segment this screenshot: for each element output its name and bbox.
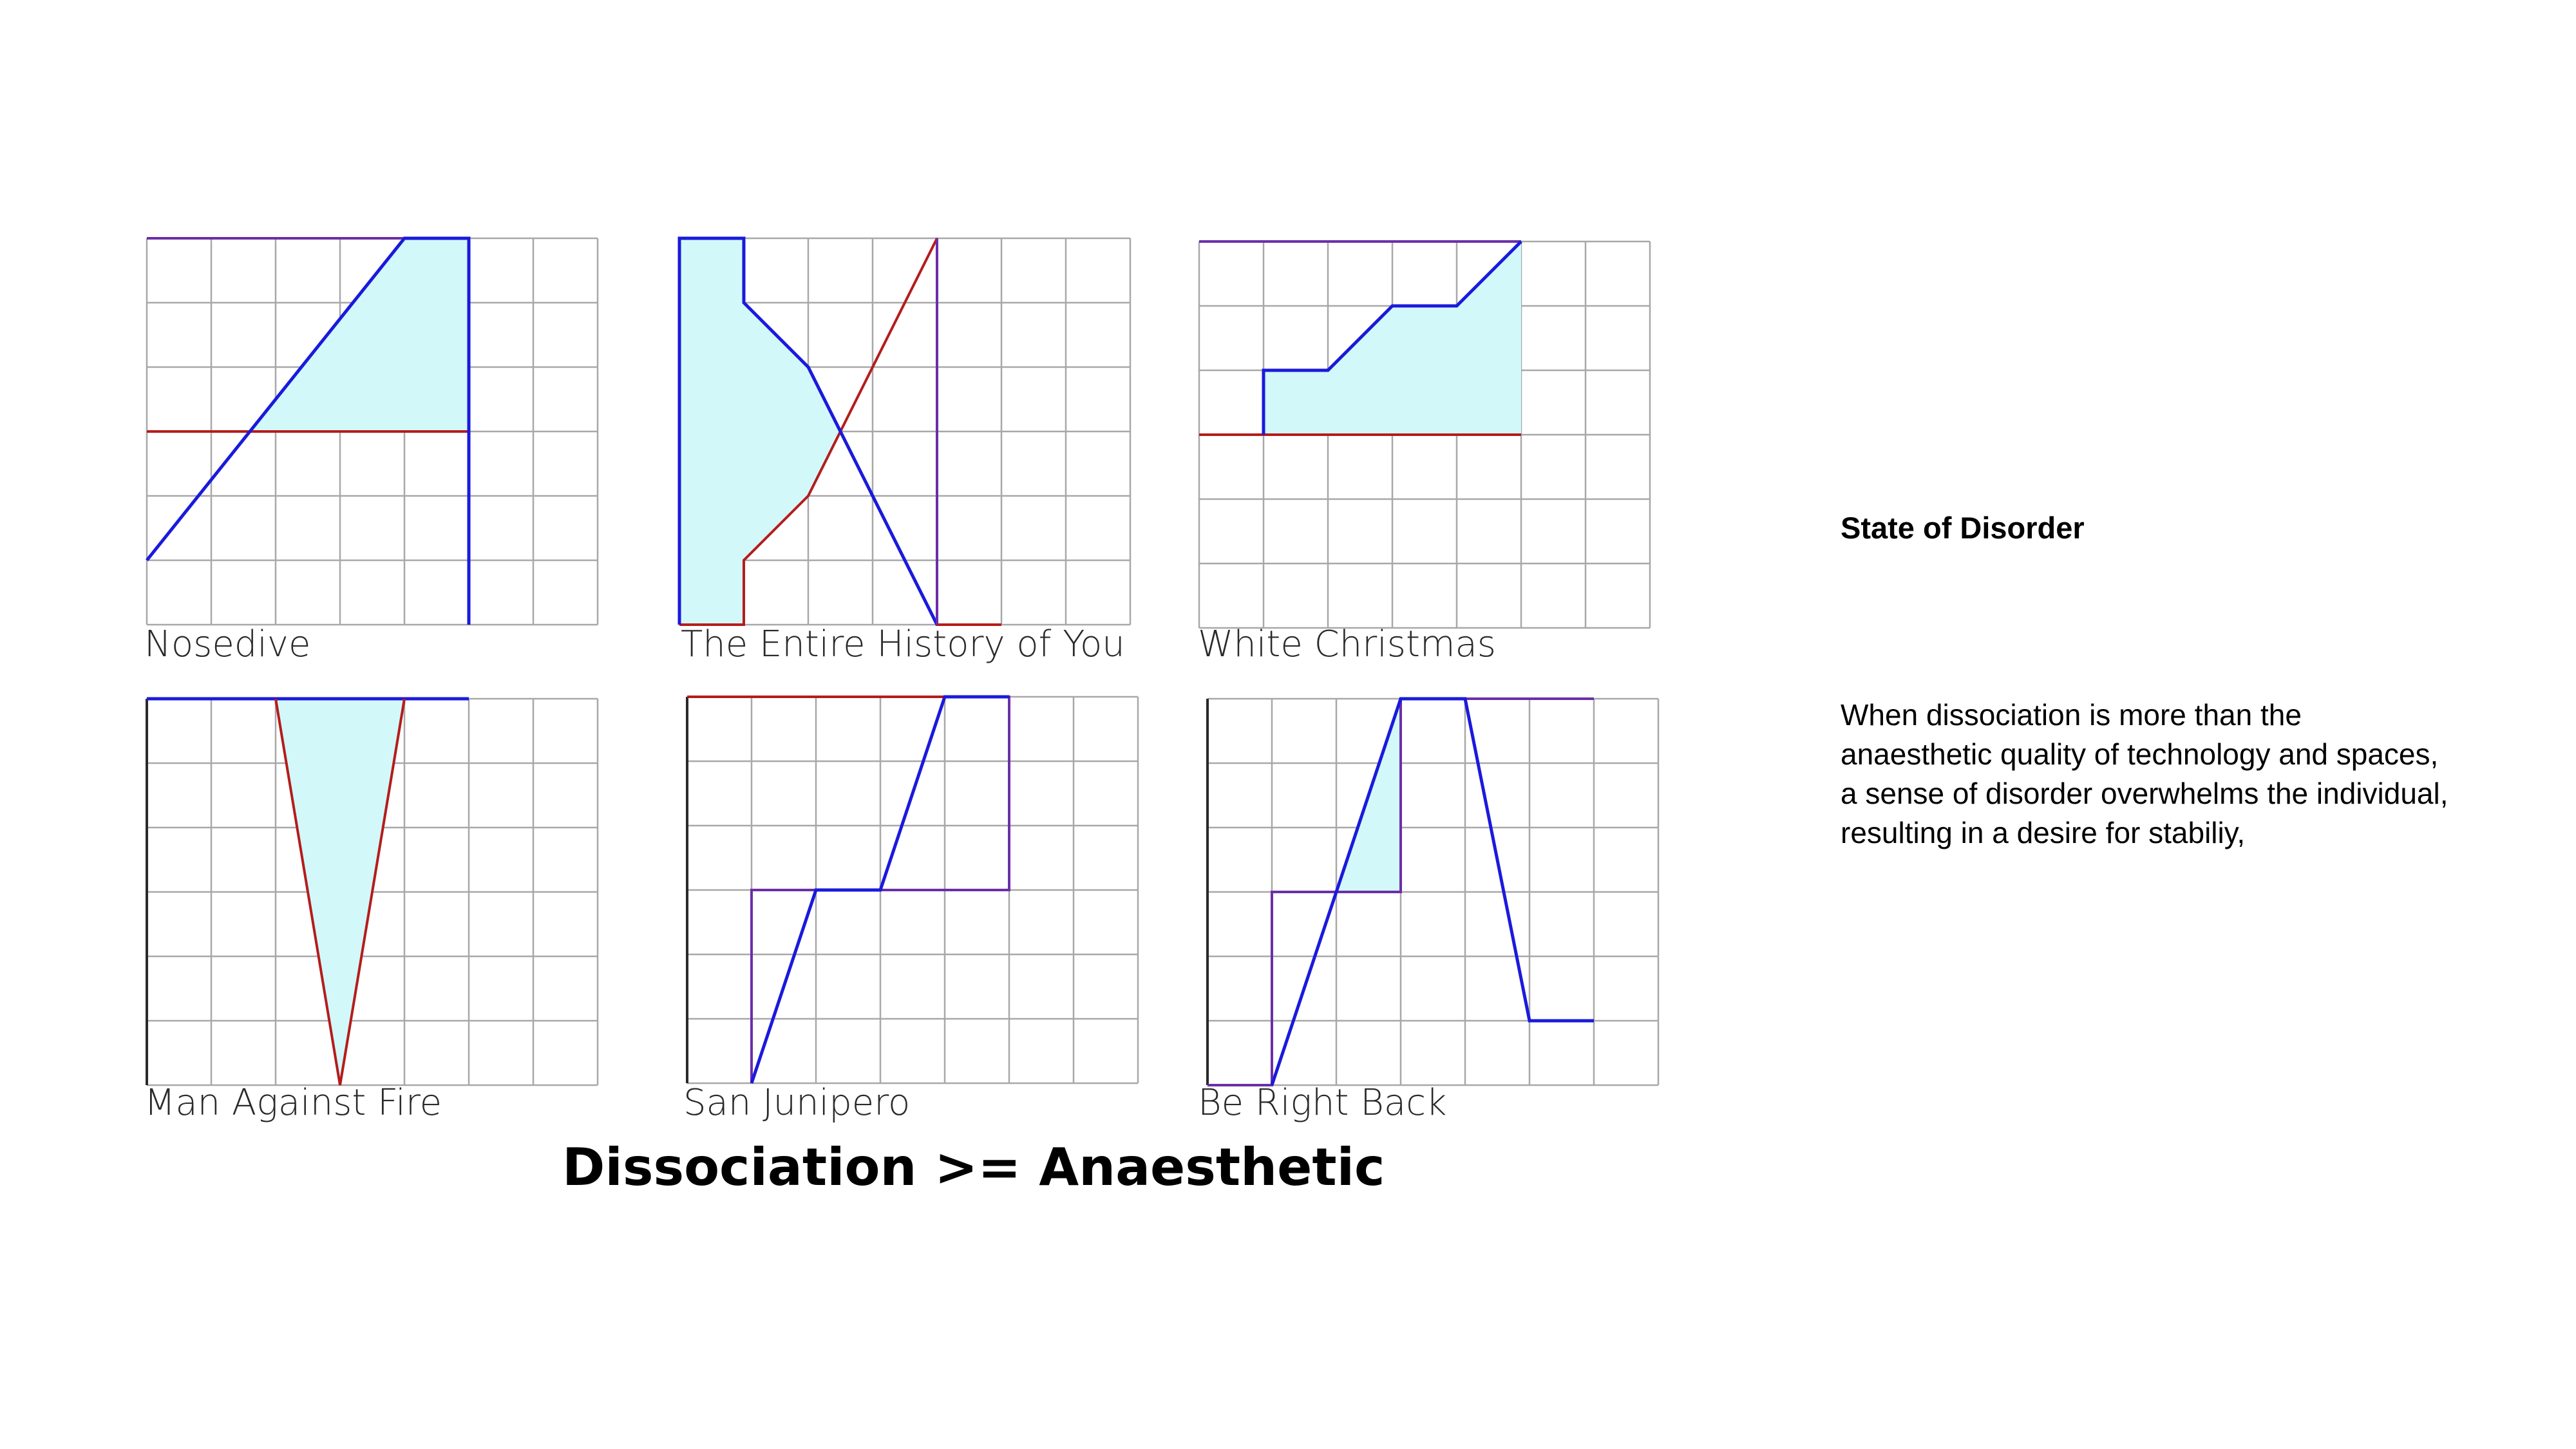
shaded-area [250, 238, 469, 431]
side-body-line: a sense of disorder overwhelms the indiv… [1841, 777, 2448, 810]
side-body-line: When dissociation is more than the [1841, 698, 2302, 732]
purple-line [750, 696, 1010, 1083]
chart-nosedive-svg [146, 236, 599, 626]
side-body-line: resulting in a desire for stabiliy, [1841, 816, 2246, 849]
side-heading: State of Disorder [1841, 511, 2085, 545]
chart-man-against-fire-svg [146, 697, 599, 1086]
side-body-line: anaesthetic quality of technology and sp… [1841, 737, 2439, 771]
chart-entire-history [677, 236, 1132, 626]
blue-line [146, 236, 471, 625]
chart-white-christmas [1198, 240, 1651, 629]
chart-man-against-fire [146, 697, 599, 1086]
chart-entire-history-svg [677, 236, 1132, 626]
caption-man-against-fire: Man Against Fire [144, 1082, 442, 1124]
main-title: Dissociation >= Anaesthetic [562, 1137, 1385, 1197]
chart-san-junipero [686, 695, 1139, 1084]
chart-white-christmas-svg [1198, 240, 1651, 629]
blue-line [677, 236, 939, 626]
caption-san-junipero: San Junipero [683, 1082, 911, 1124]
side-body: When dissociation is more than the anaes… [1841, 696, 2549, 853]
blue-line [1270, 697, 1594, 1086]
red-line [274, 698, 406, 1086]
shaded-area [276, 699, 404, 1085]
chart-san-junipero-svg [686, 695, 1139, 1084]
caption-entire-history: The Entire History of You [681, 623, 1125, 665]
blue-line [1262, 240, 1522, 435]
chart-be-right-back-svg [1206, 697, 1660, 1086]
chart-be-right-back [1206, 697, 1660, 1086]
shaded-area [679, 238, 840, 625]
caption-be-right-back: Be Right Back [1198, 1082, 1447, 1124]
shaded-area [1264, 242, 1521, 435]
chart-nosedive [146, 236, 599, 626]
caption-white-christmas: White Christmas [1198, 623, 1496, 665]
blue-line [750, 695, 1009, 1084]
caption-nosedive: Nosedive [144, 623, 311, 665]
